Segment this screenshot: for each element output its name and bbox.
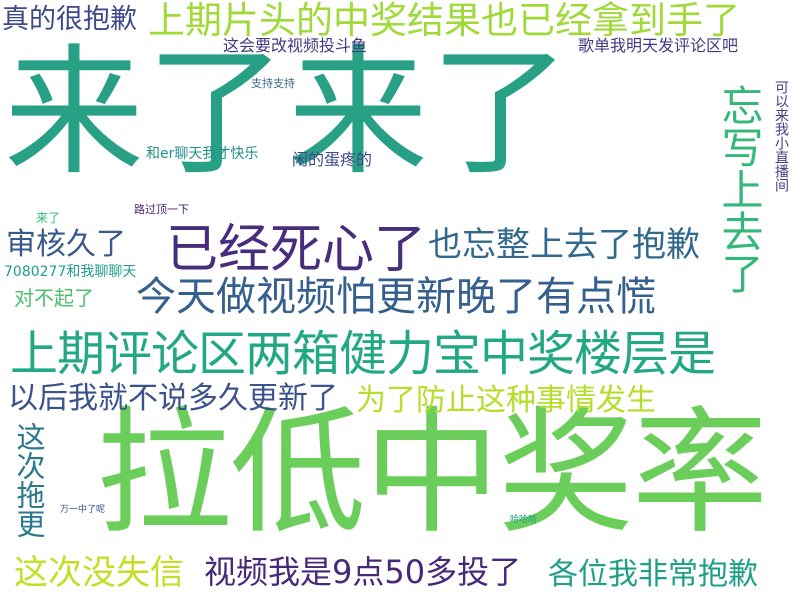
cloud-word: 上期评论区两箱健力宝中奖楼层是 [10,326,716,382]
cloud-word: 哈哈哈 [510,515,538,525]
cloud-word: 各位我非常抱歉 [548,557,758,592]
cloud-word: 也忘整上去了抱歉 [428,225,700,265]
cloud-word: 这会要改视频投斗鱼 [223,36,368,55]
cloud-word: 这次没失信 [14,553,184,593]
cloud-word: 忘写上去了 [715,84,764,294]
cloud-word: 来了 [36,211,61,225]
cloud-word: 和er聊天我才快乐 [146,146,259,162]
cloud-word: 路过顶一下 [134,203,189,216]
cloud-word: 万一中了呢 [60,505,106,515]
cloud-word: 以后我就不说多久更新了 [8,381,338,416]
cloud-word: 对不起了 [14,286,94,310]
cloud-word: 闲的蛋疼的 [292,150,373,169]
cloud-word: 歌单我明天发评论区吧 [578,36,739,55]
cloud-word: 真的很抱歉 [2,4,137,35]
cloud-word: 为了防止这种事情发生 [356,383,656,418]
cloud-word: 拉低中奖率 [96,395,768,553]
cloud-word: 这次拖更 [12,422,46,538]
cloud-word: 上期片头的中奖结果也已经拿到手了 [148,0,740,42]
cloud-word: 7080277和我聊聊天 [4,264,137,280]
cloud-word: 支持支持 [251,77,295,90]
cloud-word: 已经死心了 [166,220,427,280]
cloud-word: 可以来我小直播间 [773,80,789,192]
cloud-word: 视频我是9点50多投了 [204,553,522,591]
cloud-word: 来了来了 [4,32,573,195]
cloud-word: 审核久了 [6,227,126,262]
cloud-word: 今天做视频怕更新晚了有点慌 [136,274,656,320]
